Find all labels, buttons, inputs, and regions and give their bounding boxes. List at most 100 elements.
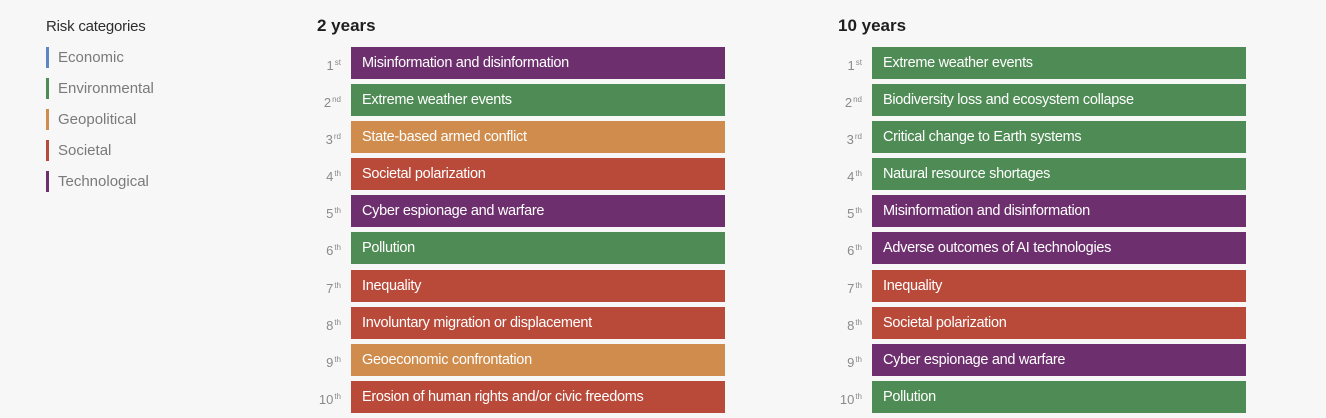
ranking-row: 9th Cyber espionage and warfare (826, 343, 1246, 381)
rank-number: 2 (323, 95, 332, 111)
rank-label: 9th (305, 344, 341, 376)
rank-suffix: st (334, 58, 341, 67)
rank-label: 9th (826, 344, 862, 376)
rank-label: 6th (826, 232, 862, 264)
column-2-years: 2 years 1st Misinformation and disinforma… (305, 14, 725, 418)
risk-bar: Erosion of human rights and/or civic fre… (351, 380, 725, 413)
ranking-row: 1st Misinformation and disinformation (305, 47, 725, 84)
risk-bar: Misinformation and disinformation (872, 195, 1246, 228)
rank-number: 7 (847, 280, 855, 296)
ranking-row: 8th Involuntary migration or displacement (305, 306, 725, 344)
risk-bar: Extreme weather events (351, 84, 725, 117)
column-title-2-years: 2 years (317, 16, 376, 35)
rank-number: 3 (846, 132, 854, 148)
ranking-row: 2nd Extreme weather events (305, 84, 725, 121)
rank-label: 4th (826, 158, 862, 190)
rank-suffix: th (334, 391, 341, 401)
rank-suffix: th (855, 280, 862, 290)
rank-number: 1 (847, 58, 855, 73)
ranking-row: 7th Inequality (826, 269, 1246, 307)
risk-bar: Natural resource shortages (872, 158, 1246, 191)
rank-suffix: th (334, 243, 341, 253)
risk-bar: State-based armed conflict (351, 121, 725, 154)
rank-label: 10th (305, 381, 341, 413)
rank-suffix: st (855, 58, 862, 67)
rank-label: 3rd (305, 121, 341, 153)
risk-bar: Pollution (351, 232, 725, 265)
legend-item-societal: Societal (46, 137, 146, 168)
risk-bar: Geoeconomic confrontation (351, 343, 725, 376)
legend-title: Risk categories (46, 18, 146, 35)
legend-item-economic: Economic (46, 44, 146, 75)
legend-item-environmental: Environmental (46, 75, 154, 106)
rank-label: 6th (305, 232, 341, 264)
risk-bar: Biodiversity loss and ecosystem collapse (872, 84, 1246, 117)
ranking-row: 9th Geoeconomic confrontation (305, 343, 725, 381)
rank-number: 3 (325, 132, 333, 148)
rank-number: 5 (326, 206, 334, 222)
rank-label: 7th (826, 270, 862, 302)
risk-bar: Societal polarization (872, 306, 1246, 339)
ranking-row: 3rd Critical change to Earth systems (826, 121, 1246, 158)
rank-suffix: th (855, 243, 862, 253)
risk-bar: Pollution (872, 380, 1246, 413)
rank-number: 8 (326, 317, 334, 333)
legend-items: Economic Environmental Geopolitical Societa… (46, 44, 154, 199)
rank-suffix: th (855, 169, 862, 179)
legend-label: Environmental (58, 80, 154, 97)
risk-bar: Extreme weather events (872, 47, 1246, 79)
rank-number: 7 (326, 280, 334, 296)
legend-label: Technological (58, 173, 149, 190)
ranking-row: 5th Misinformation and disinformation (826, 195, 1246, 232)
rank-suffix: th (334, 280, 341, 290)
rank-label: 3rd (826, 121, 862, 153)
legend-swatch-environmental (46, 78, 49, 99)
rank-number: 5 (847, 206, 855, 222)
risk-bar: Cyber espionage and warfare (872, 343, 1246, 376)
risk-bar: Inequality (351, 269, 725, 302)
rank-label: 8th (305, 307, 341, 339)
risk-bar: Inequality (872, 269, 1246, 302)
ranking-row: 6th Adverse outcomes of AI technologies (826, 232, 1246, 269)
rank-suffix: th (334, 354, 341, 364)
ranking-row: 2nd Biodiversity loss and ecosystem colla… (826, 84, 1246, 121)
rank-suffix: th (855, 206, 862, 216)
risk-bar: Misinformation and disinformation (351, 47, 725, 79)
rank-suffix: th (334, 317, 341, 327)
rank-number: 6 (847, 243, 855, 259)
legend-item-geopolitical: Geopolitical (46, 106, 146, 137)
rank-number: 2 (844, 95, 853, 111)
rank-label: 10th (826, 381, 862, 413)
rank-suffix: rd (333, 132, 341, 142)
rank-number: 1 (326, 58, 334, 73)
rank-suffix: th (855, 354, 862, 364)
ranking-row: 1st Extreme weather events (826, 47, 1246, 84)
rank-number: 6 (326, 243, 334, 259)
ranking-row: 5th Cyber espionage and warfare (305, 195, 725, 232)
rank-label: 2nd (305, 84, 341, 116)
rank-number: 10 (839, 391, 855, 407)
rank-number: 4 (847, 169, 855, 185)
legend: Risk categories Economic Environmental Geo… (46, 16, 154, 199)
ranking-row: 4th Societal polarization (305, 158, 725, 195)
rank-suffix: rd (854, 132, 862, 142)
rank-suffix: nd (332, 95, 341, 105)
ranking-list-2-years: 1st Misinformation and disinformation 2nd E… (305, 47, 725, 418)
ranking-row: 7th Inequality (305, 269, 725, 307)
rank-label: 5th (305, 195, 341, 227)
risk-bar: Critical change to Earth systems (872, 121, 1246, 154)
rank-label: 7th (305, 270, 341, 302)
rank-number: 10 (318, 391, 334, 407)
rank-label: 5th (826, 195, 862, 227)
ranking-row: 6th Pollution (305, 232, 725, 269)
legend-label: Economic (58, 49, 124, 66)
legend-swatch-societal (46, 140, 49, 161)
rank-label: 4th (305, 158, 341, 190)
ranking-row: 10th Pollution (826, 380, 1246, 418)
legend-swatch-economic (46, 47, 49, 68)
legend-item-technological: Technological (46, 168, 149, 199)
ranking-row: 10th Erosion of human rights and/or civic… (305, 380, 725, 418)
ranking-list-10-years: 1st Extreme weather events 2nd Biodiversity… (826, 47, 1246, 418)
rank-label: 2nd (826, 84, 862, 116)
